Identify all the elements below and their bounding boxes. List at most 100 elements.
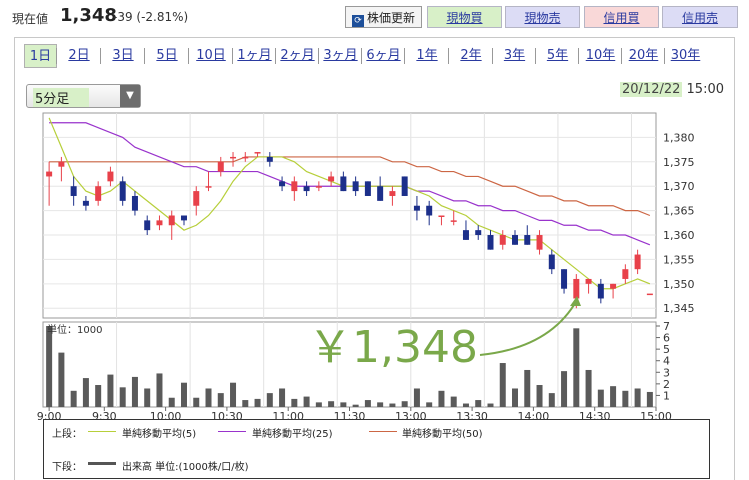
candle xyxy=(597,278,604,304)
tab-period-4[interactable]: 10日 xyxy=(196,48,226,63)
annotation-arrow xyxy=(479,299,578,356)
tab-period-14[interactable]: 20年 xyxy=(628,48,659,63)
volume-bar xyxy=(254,398,261,407)
legend-ma50-label: 単純移動平均(50) xyxy=(402,429,483,440)
candle-body xyxy=(462,230,469,240)
candle-body xyxy=(475,230,482,236)
tab-period-7[interactable]: 3ヶ月 xyxy=(323,48,358,63)
volume-bar xyxy=(144,388,151,407)
candle xyxy=(242,152,249,162)
candle-body xyxy=(328,176,335,182)
candle xyxy=(107,166,114,187)
candle xyxy=(536,230,543,255)
tab-period-15[interactable]: 30年 xyxy=(670,48,701,63)
volume-bar xyxy=(168,397,175,407)
tab-period-9[interactable]: 1年 xyxy=(416,48,438,63)
price-tick-label: 1,365 xyxy=(663,205,695,218)
refresh-price-button[interactable]: ⟳ 株価更新 xyxy=(345,6,422,28)
tab-period-2[interactable]: 3日 xyxy=(112,48,134,63)
arrowhead-icon xyxy=(570,296,581,306)
cash-sell-button[interactable]: 現物売 xyxy=(505,6,580,28)
candle-body xyxy=(119,181,126,201)
tab-period-11[interactable]: 3年 xyxy=(503,48,526,63)
candle xyxy=(156,215,163,231)
tab-period-0[interactable]: 1日 xyxy=(24,44,57,68)
tab-period-5[interactable]: 1ヶ月 xyxy=(237,48,272,63)
volume-bar xyxy=(156,373,163,407)
volume-bar xyxy=(279,388,286,407)
candle-body xyxy=(242,156,249,159)
volume-bar xyxy=(512,388,519,407)
volume-bar xyxy=(634,388,641,407)
tab-separator xyxy=(492,48,493,64)
candle-body xyxy=(131,195,138,211)
candle-body xyxy=(512,235,519,245)
volume-bar xyxy=(401,401,408,407)
volume-tick-label: 3 xyxy=(663,366,670,379)
tab-period-3[interactable]: 5日 xyxy=(156,48,178,63)
chart-time: 15:00 xyxy=(686,82,724,97)
tab-period-1[interactable]: 2日 xyxy=(68,48,90,63)
candle xyxy=(205,171,212,192)
candle xyxy=(377,176,384,201)
volume-bar xyxy=(622,390,629,407)
tab-period-10[interactable]: 2年 xyxy=(460,48,482,63)
tab-period-6[interactable]: 2ヶ月 xyxy=(280,48,315,63)
candle-body xyxy=(389,191,396,196)
candle xyxy=(475,225,482,240)
price-tick-label: 1,370 xyxy=(663,180,695,193)
candle xyxy=(622,264,629,284)
candle xyxy=(426,200,433,226)
volume-bar xyxy=(107,374,114,407)
margin-buy-button[interactable]: 信用買 xyxy=(584,6,659,28)
candle-body xyxy=(352,181,359,192)
candle-body xyxy=(303,186,310,192)
volume-bar xyxy=(82,378,89,407)
candle xyxy=(340,171,347,192)
candle xyxy=(144,215,151,236)
candle-body xyxy=(205,186,212,188)
candle xyxy=(180,215,187,226)
candle xyxy=(291,176,298,201)
candle-body xyxy=(536,235,543,250)
current-price: 1,348 xyxy=(60,5,117,26)
volume-unit-label: 単位：1000 xyxy=(47,323,102,336)
volume-bar xyxy=(426,402,433,407)
candle-body xyxy=(524,235,531,245)
volume-bar xyxy=(242,400,249,407)
volume-bar xyxy=(205,388,212,407)
legend-ma25-label: 単純移動平均(25) xyxy=(252,429,333,440)
cash-buy-button[interactable]: 現物買 xyxy=(427,6,502,28)
refresh-label: 株価更新 xyxy=(366,11,415,25)
volume-bar xyxy=(340,402,347,407)
volume-bar xyxy=(438,390,445,407)
volume-bar xyxy=(266,393,273,407)
price-tick-label: 1,345 xyxy=(663,302,695,315)
tab-separator xyxy=(664,48,665,64)
tab-separator xyxy=(144,48,145,64)
volume-bar xyxy=(46,326,53,407)
tab-period-13[interactable]: 10年 xyxy=(585,48,616,63)
tab-period-12[interactable]: 5年 xyxy=(546,48,569,63)
volume-bar xyxy=(70,390,77,407)
candle xyxy=(548,249,555,275)
volume-bar xyxy=(230,382,237,407)
candle xyxy=(561,269,568,294)
volume-bar xyxy=(328,401,335,407)
candle-body xyxy=(377,186,384,201)
legend-volume-label: 出来高 単位:(1000株/口/枚) xyxy=(122,462,249,473)
tab-period-8[interactable]: 6ヶ月 xyxy=(366,48,401,63)
candle xyxy=(131,191,138,216)
legend-ma5-label: 単純移動平均(5) xyxy=(122,429,197,440)
candle xyxy=(585,278,592,294)
margin-sell-button[interactable]: 信用売 xyxy=(662,6,738,28)
candle-body xyxy=(217,161,224,172)
candle-body xyxy=(254,152,261,154)
candle xyxy=(450,210,457,226)
interval-select[interactable]: 5分足 ▼ xyxy=(26,84,141,108)
candle-body xyxy=(291,181,298,192)
candle xyxy=(524,225,531,245)
legend-ma25-swatch xyxy=(218,431,246,432)
tab-separator xyxy=(361,48,362,64)
volume-bar xyxy=(364,400,371,407)
